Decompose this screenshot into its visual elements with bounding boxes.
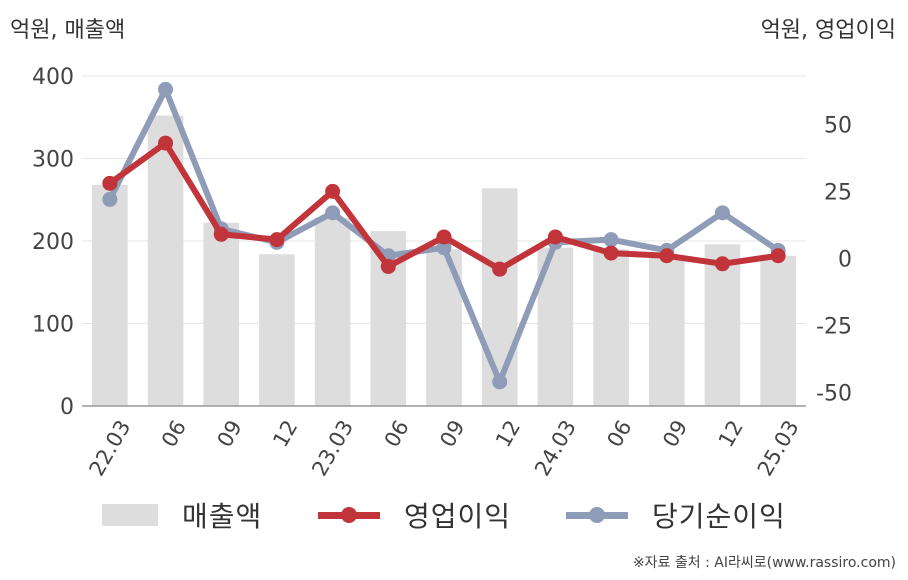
x-tick-label: 22.03 (84, 416, 135, 480)
right-tick-label: -25 (816, 315, 852, 340)
right-tick-label: 0 (838, 247, 852, 272)
x-tick-label: 25.03 (753, 416, 804, 480)
legend-swatch-revenue (102, 504, 158, 526)
point-operating-profit (659, 248, 675, 264)
bar-revenue (259, 254, 295, 406)
point-operating-profit (714, 256, 730, 272)
point-operating-profit (213, 226, 229, 242)
point-net-income (603, 232, 619, 248)
point-operating-profit (770, 248, 786, 264)
legend-swatch-operating-profit (318, 504, 380, 526)
legend-label-revenue: 매출액 (182, 500, 263, 533)
point-net-income (436, 240, 452, 256)
point-operating-profit (547, 229, 563, 245)
point-net-income (158, 81, 174, 97)
bar-revenue (203, 222, 240, 406)
left-tick-label: 400 (32, 65, 74, 90)
bar-revenue (92, 184, 128, 406)
point-operating-profit (492, 261, 508, 277)
right-axis-unit-label: 억원, 영업이익 (760, 18, 896, 43)
x-tick-label: 06 (380, 416, 414, 451)
source-credit: ※자료 출처 : AI라씨로(www.rassiro.com) (632, 555, 896, 571)
legend-item-revenue: 매출액 (102, 492, 262, 538)
right-tick-label: -50 (816, 382, 852, 407)
legend-swatch-net-income (566, 504, 628, 526)
point-operating-profit (603, 245, 619, 261)
point-operating-profit (102, 175, 118, 191)
legend-label-operating-profit: 영업이익 (404, 500, 512, 533)
x-tick-label: 12 (714, 416, 748, 451)
legend-item-operating-profit: 영업이익 (318, 492, 511, 538)
bar-revenue (648, 255, 685, 406)
x-tick-label: 24.03 (530, 416, 581, 480)
x-tick-label: 09 (435, 416, 469, 451)
x-tick-label: 06 (157, 416, 191, 451)
left-tick-label: 0 (60, 395, 74, 420)
bar-series-revenue (92, 115, 796, 406)
left-tick-label: 200 (32, 230, 74, 255)
bar-revenue (481, 188, 518, 406)
x-tick-label: 09 (658, 416, 692, 451)
point-operating-profit (436, 229, 452, 245)
bar-revenue (760, 255, 796, 406)
right-tick-label: 25 (824, 180, 852, 205)
line-series (102, 81, 786, 390)
right-tick-label: 50 (824, 113, 852, 138)
legend: 매출액 영업이익 당기순이익 (0, 492, 908, 538)
point-operating-profit (269, 232, 285, 248)
point-operating-profit (325, 183, 341, 199)
x-tick-label: 12 (491, 416, 525, 451)
point-net-income (714, 205, 730, 221)
bar-revenue (593, 249, 629, 406)
point-operating-profit (158, 135, 174, 151)
left-axis-unit-label: 억원, 매출액 (10, 18, 126, 43)
x-tick-label: 09 (213, 416, 247, 451)
point-net-income (325, 205, 341, 221)
legend-label-net-income: 당기순이익 (652, 500, 786, 533)
x-tick-label: 06 (602, 416, 636, 451)
x-tick-label: 23.03 (307, 416, 358, 480)
left-tick-label: 100 (32, 313, 74, 338)
point-net-income (102, 191, 118, 207)
point-net-income (492, 374, 508, 390)
point-operating-profit (380, 258, 396, 274)
x-tick-label: 12 (268, 416, 302, 451)
bar-revenue (314, 217, 351, 406)
left-tick-label: 300 (32, 148, 74, 173)
legend-item-net-income: 당기순이익 (566, 492, 786, 538)
